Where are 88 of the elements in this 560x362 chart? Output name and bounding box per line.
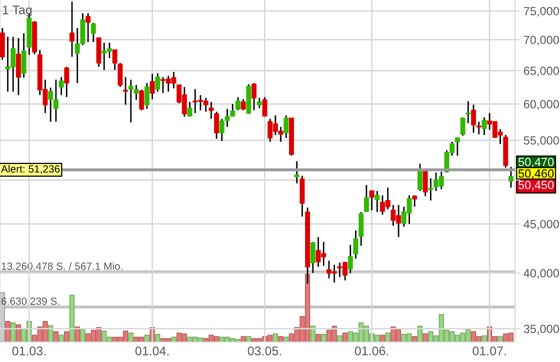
bar bbox=[498, 336, 503, 342]
candlestick bbox=[460, 116, 466, 136]
candlestick bbox=[369, 190, 374, 211]
candlestick bbox=[112, 49, 118, 71]
candlestick bbox=[21, 32, 26, 78]
bar bbox=[422, 333, 428, 342]
candlestick bbox=[256, 97, 262, 109]
candlestick bbox=[417, 162, 422, 192]
candlestick bbox=[294, 160, 300, 184]
text: 50,450 bbox=[518, 180, 554, 191]
candlestick bbox=[482, 116, 487, 136]
candlestick bbox=[454, 136, 460, 156]
y-tick-label: 60,000 bbox=[524, 100, 559, 110]
candlestick bbox=[0, 27, 5, 61]
bar bbox=[144, 334, 150, 342]
candlestick bbox=[70, 0, 74, 58]
candlestick bbox=[284, 114, 289, 139]
candlestick bbox=[252, 82, 256, 111]
text: 50,470 bbox=[518, 158, 554, 168]
candlestick bbox=[240, 98, 246, 111]
bar bbox=[155, 334, 160, 342]
candlestick bbox=[90, 22, 96, 43]
x-tick-label: 01.07. bbox=[472, 346, 506, 356]
candlestick bbox=[364, 184, 369, 213]
bar bbox=[128, 332, 134, 342]
candlestick bbox=[155, 72, 160, 92]
bar bbox=[272, 333, 278, 342]
bar bbox=[246, 336, 252, 342]
candlestick bbox=[139, 88, 144, 111]
x-tick-label: 01.04. bbox=[135, 346, 169, 356]
bar bbox=[171, 336, 176, 342]
bar bbox=[380, 334, 386, 342]
candlestick bbox=[64, 66, 70, 98]
ref-line-label: Alert: 51,236 bbox=[1, 164, 60, 174]
bar bbox=[69, 294, 75, 342]
y-tick-label: 65,000 bbox=[524, 66, 559, 76]
x-tick-label: 03.05. bbox=[248, 346, 281, 356]
candlestick bbox=[262, 96, 268, 118]
bar bbox=[278, 336, 284, 342]
bar bbox=[337, 335, 342, 342]
y-tick-label: 35,000 bbox=[524, 324, 559, 334]
bar bbox=[321, 334, 326, 342]
y-tick-label: 75,000 bbox=[524, 7, 559, 17]
x-tick-label: 01.06. bbox=[354, 346, 388, 356]
bar bbox=[342, 332, 348, 342]
candlestick bbox=[466, 100, 471, 124]
candlestick bbox=[471, 104, 476, 134]
bar bbox=[5, 320, 10, 342]
bar bbox=[412, 336, 418, 342]
bar bbox=[385, 332, 390, 342]
candlestick bbox=[374, 190, 380, 213]
bar bbox=[316, 334, 321, 342]
y-tick-label: 45,000 bbox=[524, 220, 559, 230]
bar bbox=[64, 331, 70, 342]
candlestick bbox=[187, 101, 192, 118]
candlestick bbox=[123, 76, 128, 106]
candlestick bbox=[476, 121, 482, 135]
bar bbox=[80, 328, 86, 342]
candlestick bbox=[144, 82, 150, 110]
candlestick bbox=[300, 175, 305, 218]
candlestick bbox=[422, 169, 428, 197]
candlestick bbox=[48, 86, 54, 122]
candlestick bbox=[348, 244, 353, 274]
chart-subtitle: 1 Tag bbox=[3, 6, 32, 17]
bar bbox=[53, 331, 59, 342]
y-tick-label: 70,000 bbox=[524, 36, 559, 46]
ref-line-label: 13.260.478 S. / 567.1 Mio. bbox=[2, 262, 122, 270]
candlestick bbox=[428, 178, 434, 202]
candlestick bbox=[58, 76, 64, 96]
candlestick bbox=[53, 79, 58, 122]
text: 50,460 bbox=[518, 169, 554, 180]
candlestick bbox=[214, 111, 220, 140]
bar bbox=[482, 335, 487, 342]
candlestick bbox=[86, 12, 91, 43]
bar bbox=[58, 334, 64, 342]
x-tick-label: 01.03. bbox=[12, 346, 46, 356]
candlestick bbox=[508, 166, 514, 188]
candlestick bbox=[358, 211, 364, 246]
candlestick bbox=[208, 101, 214, 120]
y-tick-label: 55,000 bbox=[524, 136, 559, 146]
bar bbox=[240, 336, 246, 342]
candlestick bbox=[310, 241, 316, 274]
y-tick-label: 40,000 bbox=[524, 269, 559, 279]
candlestick bbox=[235, 96, 240, 111]
candlestick bbox=[118, 62, 123, 88]
candlestick bbox=[150, 73, 155, 100]
candlestick bbox=[16, 37, 21, 96]
candlestick bbox=[353, 230, 358, 260]
